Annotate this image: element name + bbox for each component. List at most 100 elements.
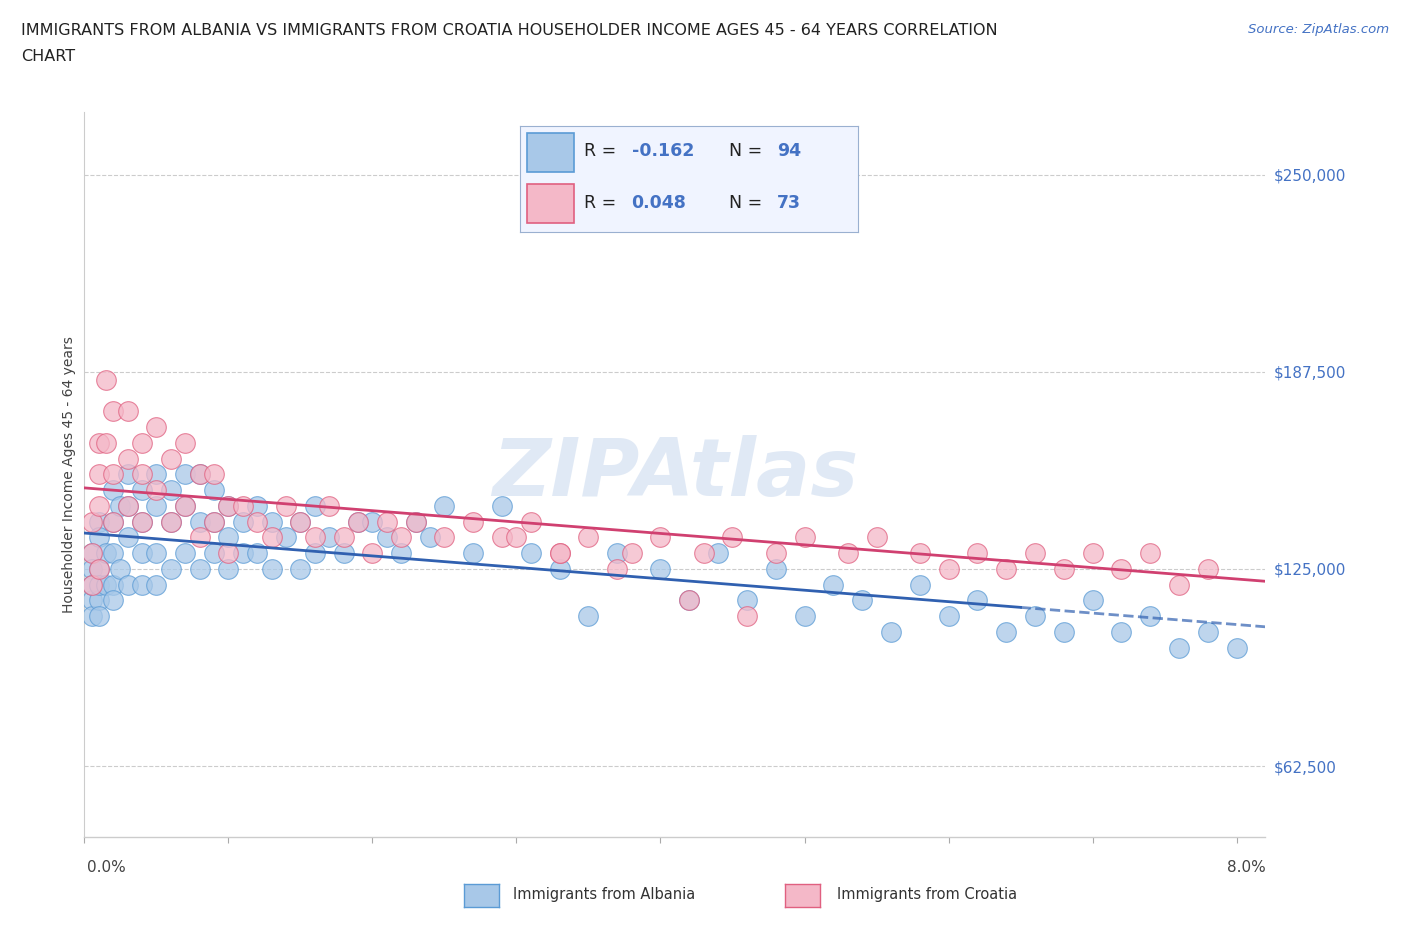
Point	[217, 546, 239, 561]
Point	[290, 514, 312, 529]
Point	[246, 498, 269, 513]
Point	[80, 578, 103, 592]
Point	[419, 530, 441, 545]
Text: 0.048: 0.048	[631, 193, 686, 211]
Point	[217, 498, 239, 513]
Point	[159, 514, 181, 529]
Text: IMMIGRANTS FROM ALBANIA VS IMMIGRANTS FROM CROATIA HOUSEHOLDER INCOME AGES 45 - : IMMIGRANTS FROM ALBANIA VS IMMIGRANTS FR…	[21, 23, 998, 38]
Point	[87, 562, 110, 577]
Point	[260, 562, 283, 577]
Point	[87, 467, 110, 482]
Point	[217, 530, 239, 545]
Point	[145, 578, 167, 592]
Point	[966, 593, 988, 608]
Point	[202, 483, 225, 498]
Point	[260, 514, 283, 529]
Point	[94, 578, 117, 592]
Point	[174, 435, 197, 450]
Text: R =: R =	[585, 142, 621, 160]
Point	[80, 609, 103, 624]
Point	[145, 419, 167, 434]
Point	[548, 546, 571, 561]
Point	[188, 514, 211, 529]
Text: Immigrants from Croatia: Immigrants from Croatia	[837, 887, 1017, 902]
Point	[202, 546, 225, 561]
Point	[837, 546, 859, 561]
Point	[851, 593, 873, 608]
Point	[765, 546, 787, 561]
Point	[87, 578, 110, 592]
Point	[117, 530, 139, 545]
Point	[304, 530, 326, 545]
Text: 0.0%: 0.0%	[87, 860, 127, 875]
Point	[620, 546, 643, 561]
Point	[520, 514, 543, 529]
Point	[101, 467, 124, 482]
Point	[966, 546, 988, 561]
Point	[80, 546, 103, 561]
Point	[87, 593, 110, 608]
Point	[692, 546, 714, 561]
Point	[87, 609, 110, 624]
Point	[1053, 562, 1076, 577]
Point	[260, 530, 283, 545]
Point	[87, 530, 110, 545]
Point	[318, 530, 340, 545]
Point	[578, 609, 600, 624]
Point	[1168, 578, 1191, 592]
Point	[433, 530, 456, 545]
Point	[87, 514, 110, 529]
Point	[908, 546, 931, 561]
Point	[332, 546, 354, 561]
Point	[793, 530, 815, 545]
Point	[94, 435, 117, 450]
Point	[375, 530, 398, 545]
Text: N =: N =	[730, 142, 768, 160]
Point	[548, 562, 571, 577]
Point	[159, 451, 181, 466]
Point	[389, 546, 412, 561]
Point	[375, 514, 398, 529]
Point	[131, 578, 153, 592]
Point	[765, 562, 787, 577]
Point	[1197, 625, 1219, 640]
Point	[188, 467, 211, 482]
Point	[707, 546, 730, 561]
Point	[1111, 562, 1133, 577]
Point	[188, 530, 211, 545]
Point	[606, 546, 628, 561]
Point	[101, 404, 124, 418]
Point	[1081, 593, 1104, 608]
Point	[174, 498, 197, 513]
Point	[101, 578, 124, 592]
Point	[1168, 641, 1191, 656]
Point	[202, 467, 225, 482]
Point	[405, 514, 427, 529]
Point	[246, 546, 269, 561]
Point	[463, 546, 485, 561]
Point	[433, 498, 456, 513]
Point	[101, 483, 124, 498]
Text: ZIPAtlas: ZIPAtlas	[492, 435, 858, 513]
Point	[80, 562, 103, 577]
Point	[159, 562, 181, 577]
Point	[80, 593, 103, 608]
Point	[735, 593, 758, 608]
Point	[1139, 546, 1161, 561]
Point	[650, 530, 672, 545]
Point	[1139, 609, 1161, 624]
Point	[318, 498, 340, 513]
Point	[159, 483, 181, 498]
FancyBboxPatch shape	[527, 133, 574, 171]
Point	[131, 514, 153, 529]
Point	[1081, 546, 1104, 561]
Point	[110, 498, 132, 513]
Point	[347, 514, 370, 529]
Point	[174, 467, 197, 482]
Point	[202, 514, 225, 529]
Point	[159, 514, 181, 529]
Point	[1024, 609, 1046, 624]
Point	[145, 546, 167, 561]
Point	[145, 483, 167, 498]
Point	[361, 546, 384, 561]
